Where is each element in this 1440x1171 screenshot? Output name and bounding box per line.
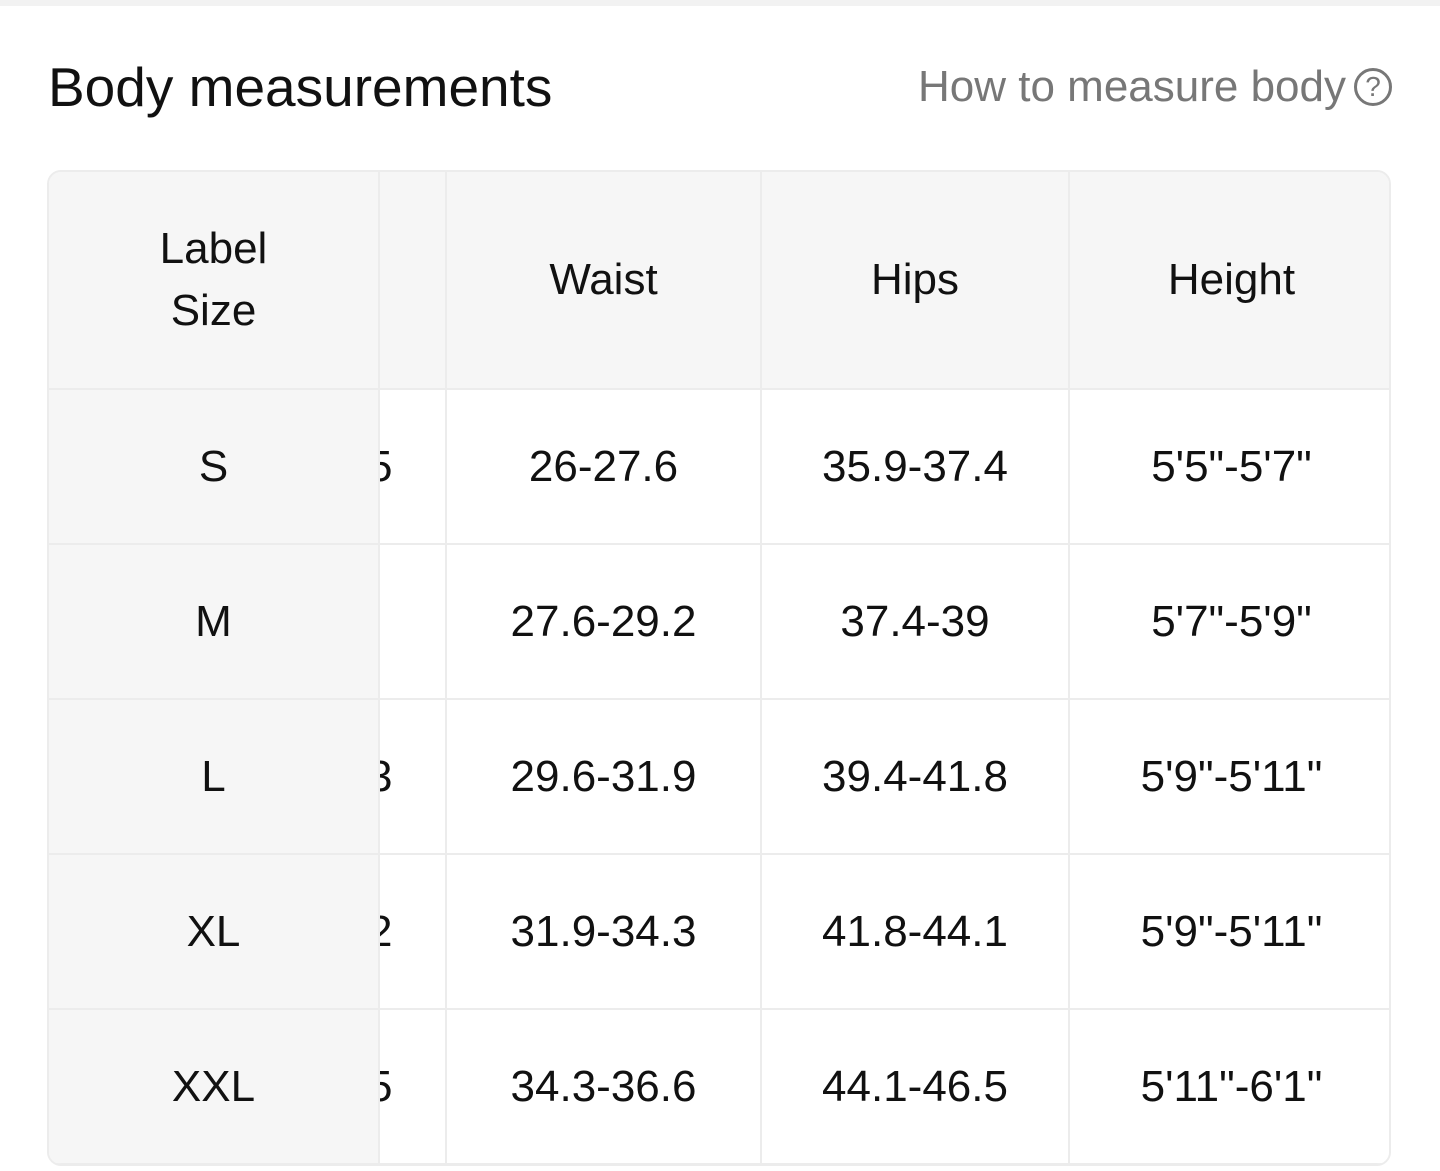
size-table[interactable]: Label Size Waist Hips Height S526-27.635… bbox=[47, 170, 1391, 1166]
how-to-measure-link[interactable]: How to measure body ? bbox=[918, 62, 1392, 112]
cell-partial-hidden: 3 bbox=[378, 698, 447, 855]
header-label-size: Label Size bbox=[49, 172, 380, 390]
header-label-size-text: Label Size bbox=[159, 224, 268, 335]
header-hips: Hips bbox=[760, 172, 1070, 390]
header-height: Height bbox=[1068, 172, 1389, 390]
table-row: M 27.6-29.2 37.4-39 5'7"-5'9" bbox=[49, 543, 1389, 700]
cell-waist: 26-27.6 bbox=[445, 388, 762, 545]
page-title: Body measurements bbox=[48, 56, 553, 118]
cell-waist: 31.9-34.3 bbox=[445, 853, 762, 1010]
cell-hips: 41.8-44.1 bbox=[760, 853, 1070, 1010]
cell-height: 5'9"-5'11" bbox=[1068, 853, 1389, 1010]
how-to-measure-label: How to measure body bbox=[918, 62, 1346, 111]
header-waist: Waist bbox=[445, 172, 762, 390]
cell-partial-text: 2 bbox=[381, 907, 392, 957]
cell-partial-text: 5 bbox=[381, 1062, 392, 1112]
cell-partial-hidden bbox=[378, 543, 447, 700]
table-header-row: Label Size Waist Hips Height bbox=[49, 172, 1389, 390]
table-row: S5 26-27.635.9-37.45'5"-5'7" bbox=[49, 388, 1389, 545]
cell-height: 5'5"-5'7" bbox=[1068, 388, 1389, 545]
top-divider bbox=[0, 0, 1440, 6]
table-row: L3 29.6-31.939.4-41.85'9"-5'11" bbox=[49, 698, 1389, 855]
cell-hips: 37.4-39 bbox=[760, 543, 1070, 700]
cell-height: 5'7"-5'9" bbox=[1068, 543, 1389, 700]
cell-height: 5'9"-5'11" bbox=[1068, 698, 1389, 855]
cell-size: XL bbox=[49, 853, 380, 1010]
cell-size: XXL bbox=[49, 1008, 380, 1164]
cell-hips: 35.9-37.4 bbox=[760, 388, 1070, 545]
cell-partial-hidden: 5 bbox=[378, 388, 447, 545]
table-row: XL2 31.9-34.341.8-44.15'9"-5'11" bbox=[49, 853, 1389, 1010]
header-hidden-column bbox=[378, 172, 447, 390]
cell-waist: 27.6-29.2 bbox=[445, 543, 762, 700]
cell-partial-hidden: 2 bbox=[378, 853, 447, 1010]
cell-hips: 39.4-41.8 bbox=[760, 698, 1070, 855]
cell-hips: 44.1-46.5 bbox=[760, 1008, 1070, 1164]
table-row: XXL5 34.3-36.644.1-46.55'11"-6'1" bbox=[49, 1008, 1389, 1164]
cell-waist: 34.3-36.6 bbox=[445, 1008, 762, 1164]
cell-height: 5'11"-6'1" bbox=[1068, 1008, 1389, 1164]
cell-size: M bbox=[49, 543, 380, 700]
cell-partial-text: 3 bbox=[381, 752, 392, 802]
cell-waist: 29.6-31.9 bbox=[445, 698, 762, 855]
cell-size: S bbox=[49, 388, 380, 545]
cell-partial-hidden: 5 bbox=[378, 1008, 447, 1164]
cell-size: L bbox=[49, 698, 380, 855]
cell-partial-text: 5 bbox=[381, 442, 392, 492]
question-circle-icon: ? bbox=[1354, 68, 1392, 106]
